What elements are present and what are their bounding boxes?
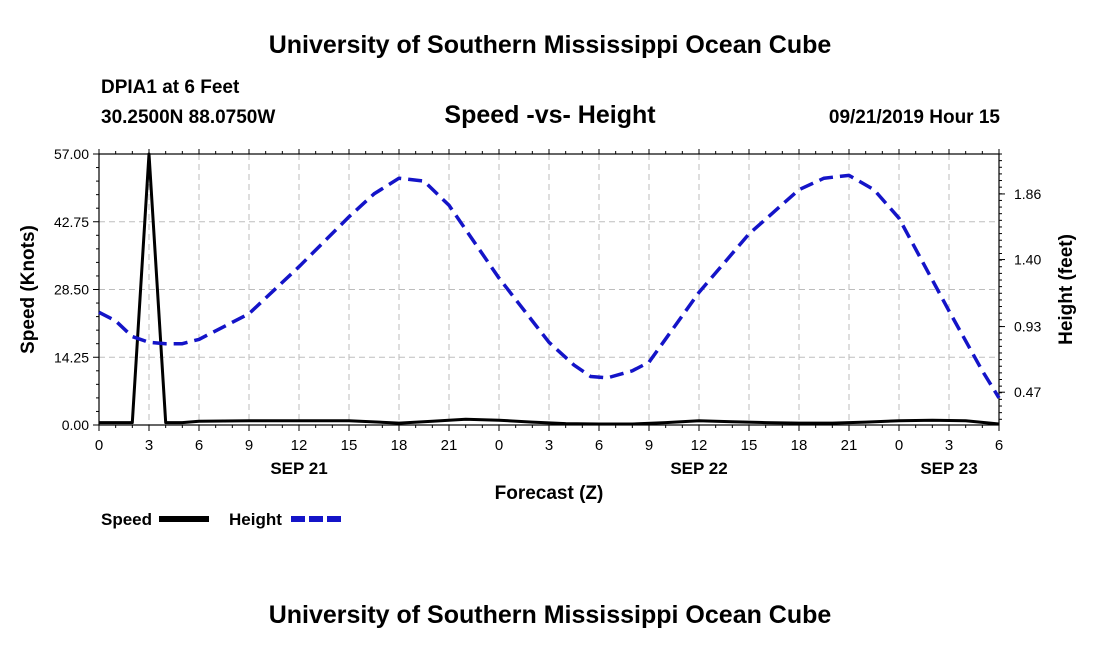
x-tick-label: 21 xyxy=(441,437,458,454)
x-tick-label: 15 xyxy=(341,437,358,454)
chart-title: Speed -vs- Height xyxy=(444,101,656,129)
legend-label-speed: Speed xyxy=(101,510,152,529)
x-tick-label: 3 xyxy=(945,437,953,454)
y-left-tick-label: 0.00 xyxy=(62,417,89,433)
x-date-label: SEP 23 xyxy=(920,459,977,478)
x-tick-label: 12 xyxy=(691,437,708,454)
x-date-label: SEP 22 xyxy=(670,459,727,478)
y-right-tick-label: 1.40 xyxy=(1014,252,1041,268)
y-left-tick-label: 57.00 xyxy=(54,146,89,162)
x-tick-label: 6 xyxy=(995,437,1003,454)
y-left-axis-title: Speed (Knots) xyxy=(18,225,39,354)
x-tick-label: 15 xyxy=(741,437,758,454)
x-tick-label: 18 xyxy=(391,437,408,454)
x-axis-title: Forecast (Z) xyxy=(495,483,604,504)
x-tick-label: 18 xyxy=(791,437,808,454)
x-tick-label: 12 xyxy=(291,437,308,454)
y-right-tick-label: 1.86 xyxy=(1014,186,1041,202)
x-tick-label: 21 xyxy=(841,437,858,454)
series-line-speed xyxy=(99,152,1000,426)
forecast-timestamp: 09/21/2019 Hour 15 xyxy=(828,107,1000,128)
x-tick-label: 0 xyxy=(495,437,503,454)
x-tick-label: 3 xyxy=(545,437,553,454)
y-right-tick-label: 0.93 xyxy=(1014,319,1041,335)
y-left-tick-label: 42.75 xyxy=(54,214,89,230)
x-tick-label: 6 xyxy=(595,437,603,454)
y-right-axis-title: Height (feet) xyxy=(1056,234,1077,345)
legend-label-height: Height xyxy=(229,510,282,529)
page-header-title: University of Southern Mississippi Ocean… xyxy=(268,31,832,59)
x-date-label: SEP 21 xyxy=(270,459,327,478)
x-tick-label: 3 xyxy=(145,437,153,454)
y-right-tick-label: 0.47 xyxy=(1014,384,1041,400)
x-tick-label: 6 xyxy=(195,437,203,454)
x-tick-label: 0 xyxy=(895,437,903,454)
series-line-height xyxy=(98,173,1001,399)
page-footer-title: University of Southern Mississippi Ocean… xyxy=(268,601,832,629)
x-tick-label: 0 xyxy=(95,437,103,454)
station-name: DPIA1 at 6 Feet xyxy=(101,77,240,98)
x-tick-label: 9 xyxy=(245,437,253,454)
y-left-tick-label: 14.25 xyxy=(54,349,89,365)
x-tick-label: 9 xyxy=(645,437,653,454)
y-left-tick-label: 28.50 xyxy=(54,282,89,298)
station-coordinates: 30.2500N 88.0750W xyxy=(101,107,276,128)
